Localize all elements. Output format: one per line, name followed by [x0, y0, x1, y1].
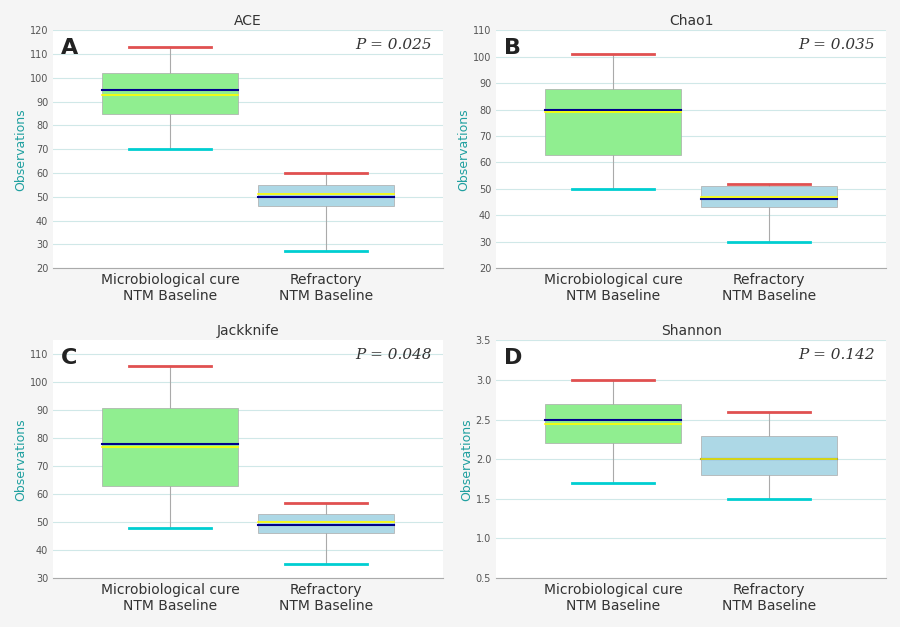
FancyBboxPatch shape [544, 404, 681, 443]
FancyBboxPatch shape [102, 408, 238, 486]
Title: Chao1: Chao1 [669, 14, 714, 28]
FancyBboxPatch shape [257, 514, 394, 534]
Text: P = 0.035: P = 0.035 [797, 38, 875, 51]
Y-axis label: Observations: Observations [460, 418, 473, 500]
FancyBboxPatch shape [701, 186, 837, 208]
Text: P = 0.142: P = 0.142 [797, 347, 875, 362]
FancyBboxPatch shape [257, 185, 394, 206]
Text: P = 0.048: P = 0.048 [355, 347, 431, 362]
Text: B: B [504, 38, 521, 58]
Y-axis label: Observations: Observations [14, 418, 27, 500]
Y-axis label: Observations: Observations [14, 108, 27, 191]
Title: Jackknife: Jackknife [217, 324, 279, 338]
Text: D: D [504, 347, 522, 367]
Text: C: C [61, 347, 77, 367]
FancyBboxPatch shape [102, 73, 238, 113]
FancyBboxPatch shape [544, 88, 681, 154]
Title: ACE: ACE [234, 14, 262, 28]
Text: A: A [61, 38, 78, 58]
Y-axis label: Observations: Observations [457, 108, 470, 191]
Text: P = 0.025: P = 0.025 [355, 38, 431, 51]
Title: Shannon: Shannon [661, 324, 722, 338]
FancyBboxPatch shape [701, 436, 837, 475]
